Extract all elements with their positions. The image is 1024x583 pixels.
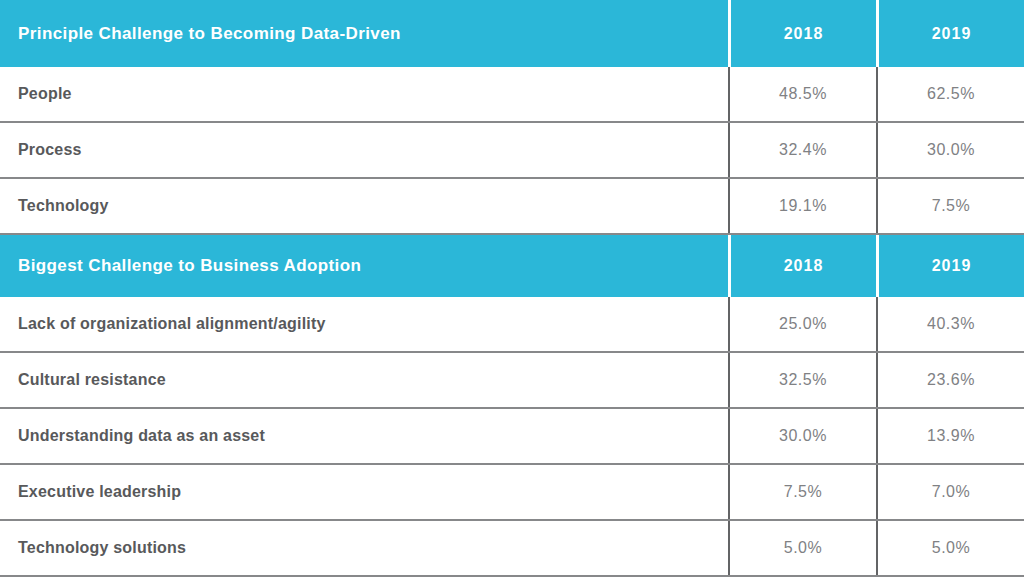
value-2018: 48.5%: [728, 67, 876, 121]
table-row-people: People 48.5% 62.5%: [0, 67, 1024, 123]
table-row-lack-of-alignment: Lack of organizational alignment/agility…: [0, 297, 1024, 353]
row-label: Cultural resistance: [0, 353, 728, 407]
row-label: Executive leadership: [0, 465, 728, 519]
value-2019: 40.3%: [876, 297, 1024, 351]
value-2019: 62.5%: [876, 67, 1024, 121]
table-row-process: Process 32.4% 30.0%: [0, 123, 1024, 179]
value-2018: 7.5%: [728, 465, 876, 519]
year-column-header-2019: 2019: [876, 235, 1024, 297]
section-title: Biggest Challenge to Business Adoption: [0, 235, 728, 297]
table-row-cultural-resistance: Cultural resistance 32.5% 23.6%: [0, 353, 1024, 409]
section-header-principle-challenge: Principle Challenge to Becoming Data-Dri…: [0, 0, 1024, 67]
table-row-technology-solutions: Technology solutions 5.0% 5.0%: [0, 521, 1024, 577]
value-2018: 25.0%: [728, 297, 876, 351]
year-column-header-2018: 2018: [728, 235, 876, 297]
value-2019: 30.0%: [876, 123, 1024, 177]
row-label: Process: [0, 123, 728, 177]
value-2018: 5.0%: [728, 521, 876, 575]
row-label: People: [0, 67, 728, 121]
section-title: Principle Challenge to Becoming Data-Dri…: [0, 0, 728, 67]
value-2018: 32.4%: [728, 123, 876, 177]
value-2019: 23.6%: [876, 353, 1024, 407]
value-2018: 32.5%: [728, 353, 876, 407]
section-header-biggest-challenge: Biggest Challenge to Business Adoption 2…: [0, 235, 1024, 297]
value-2018: 19.1%: [728, 179, 876, 233]
table-row-executive-leadership: Executive leadership 7.5% 7.0%: [0, 465, 1024, 521]
row-label: Lack of organizational alignment/agility: [0, 297, 728, 351]
table-row-understanding-data: Understanding data as an asset 30.0% 13.…: [0, 409, 1024, 465]
value-2019: 5.0%: [876, 521, 1024, 575]
value-2019: 13.9%: [876, 409, 1024, 463]
value-2019: 7.5%: [876, 179, 1024, 233]
row-label: Technology solutions: [0, 521, 728, 575]
row-label: Understanding data as an asset: [0, 409, 728, 463]
value-2019: 7.0%: [876, 465, 1024, 519]
row-label: Technology: [0, 179, 728, 233]
table-row-technology: Technology 19.1% 7.5%: [0, 179, 1024, 235]
year-column-header-2019: 2019: [876, 0, 1024, 67]
challenges-table: Principle Challenge to Becoming Data-Dri…: [0, 0, 1024, 577]
value-2018: 30.0%: [728, 409, 876, 463]
year-column-header-2018: 2018: [728, 0, 876, 67]
